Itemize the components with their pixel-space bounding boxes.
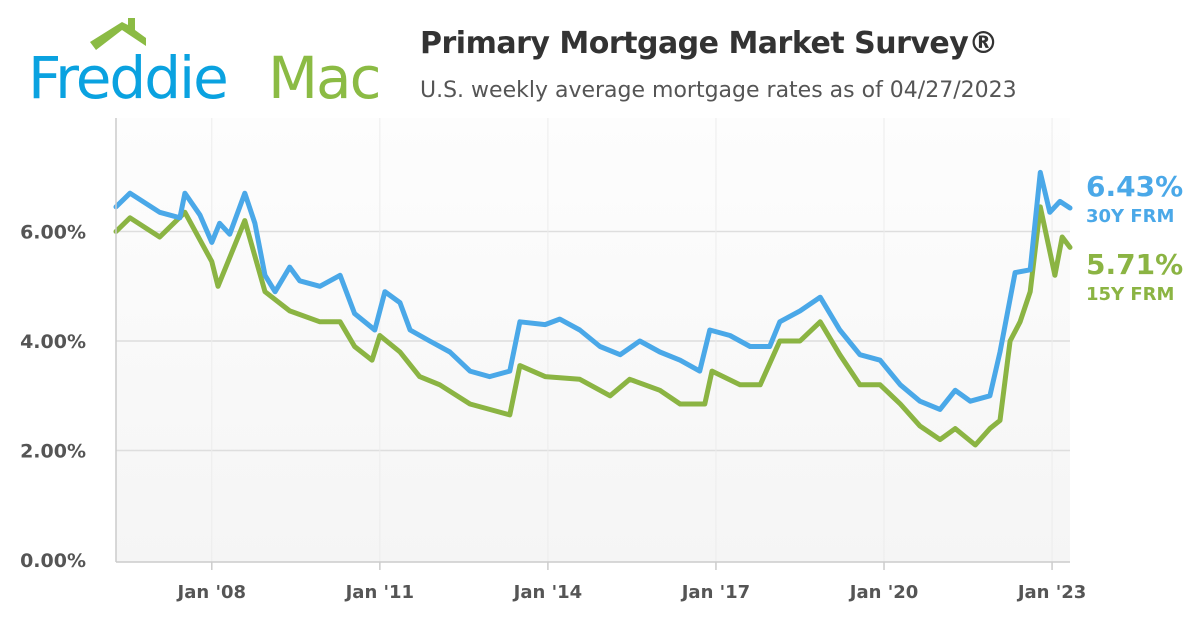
latest-15y-rate: 5.71% [1086,248,1184,281]
latest-30y-label: 30Y FRM [1086,206,1175,227]
series-line-30y-frm [113,169,1073,412]
x-tick-label: Jan '17 [680,582,750,603]
y-tick-label: 2.00% [20,441,86,463]
svg-text:Mac: Mac [268,44,379,103]
y-tick-label: 0.00% [20,550,86,572]
latest-30y-rate: 6.43% [1086,170,1184,203]
x-tick-label: Jan '14 [512,582,582,603]
latest-15y-label: 15Y FRM [1086,284,1175,305]
y-tick-label: 6.00% [20,222,86,244]
svg-text:Freddie: Freddie [28,44,227,103]
chart-title: Primary Mortgage Market Survey® [420,26,998,61]
y-tick-label: 4.00% [20,331,86,353]
chart-subtitle: U.S. weekly average mortgage rates as of… [420,78,1017,103]
x-tick-label: Jan '11 [344,582,414,603]
freddie-mac-logo: Freddie Mac [28,18,381,103]
x-tick-label: Jan '23 [1016,582,1086,603]
series-line-15y-frm [113,204,1073,448]
x-tick-label: Jan '08 [176,582,246,603]
x-tick-label: Jan '20 [848,582,918,603]
